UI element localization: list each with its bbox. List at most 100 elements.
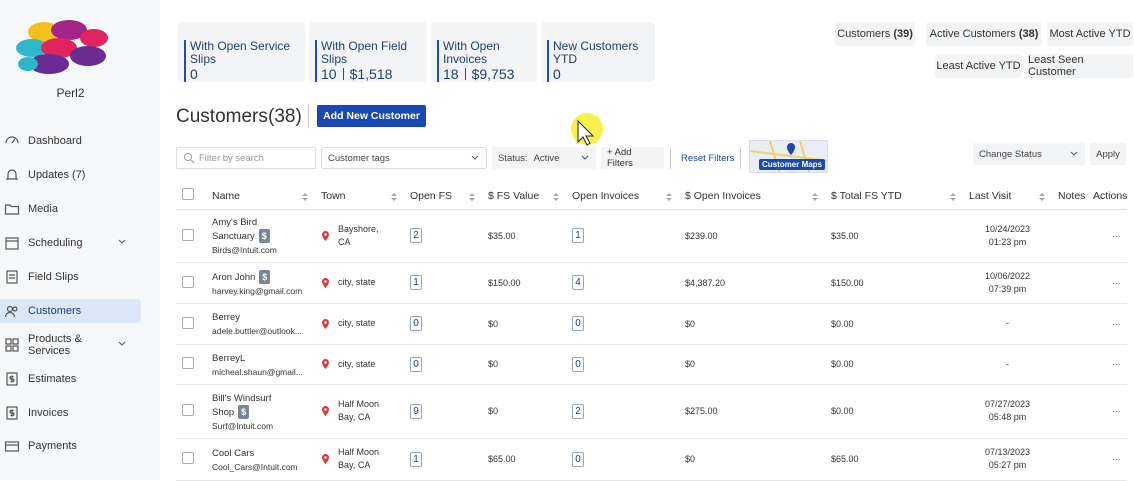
customer-name[interactable]: BerreyL — [212, 352, 246, 364]
customer-map[interactable]: Customer Maps — [749, 140, 828, 173]
town: Half Moon Bay, CA — [338, 399, 380, 422]
fs-value: $65.00 — [482, 438, 566, 481]
last-visit: 07/27/2023 — [984, 399, 1031, 409]
sort-icon — [391, 192, 397, 201]
tab-label: Active Customers — [929, 28, 1016, 40]
actions[interactable]: ··· — [1087, 344, 1127, 385]
open-fs[interactable]: 1 — [410, 275, 422, 290]
tab[interactable]: Customers (39) — [835, 22, 915, 46]
checkbox[interactable] — [182, 357, 194, 369]
placeholder: Filter by search — [199, 152, 264, 164]
reset-filters[interactable]: Reset Filters — [681, 153, 735, 164]
pin-icon — [322, 454, 329, 464]
nav-item[interactable]: Customers — [0, 299, 141, 323]
actions[interactable]: ··· — [1087, 209, 1127, 263]
checkbox[interactable] — [182, 316, 194, 329]
last-visit: - — [1006, 358, 1009, 369]
customer-name[interactable]: Bill's Windsurf Shop — [212, 392, 272, 418]
open-invoices[interactable]: 1 — [572, 228, 584, 243]
last-visit-cell: 07/27/2023 05:48 pm — [963, 384, 1052, 439]
open-invoices[interactable]: 4 — [572, 275, 584, 290]
stat-card: New Customers YTD 0 — [541, 22, 655, 82]
column-header[interactable]: Last Visit — [963, 183, 1052, 210]
stat-card: With Open Service Slips 0 — [178, 22, 305, 82]
tab[interactable]: Most Active YTD — [1047, 22, 1133, 46]
icon — [4, 441, 20, 452]
nav-item[interactable]: Media — [0, 197, 141, 221]
actions[interactable]: ··· — [1087, 303, 1127, 345]
open-invoices[interactable]: 0 — [572, 316, 584, 331]
stat-card: With Open Invoices 18 $9,753 — [431, 22, 537, 82]
nav-item[interactable]: Updates (7) — [0, 163, 141, 187]
map-label: Customer Maps — [759, 159, 826, 170]
customer-name[interactable]: Berrey — [212, 312, 240, 323]
customer-email: micheal.shaun@gmail... — [212, 366, 303, 377]
nav-item[interactable]: Payments — [0, 434, 141, 458]
open-invoice-value: $0 — [679, 344, 825, 385]
open-invoices-cell: 4 — [566, 262, 679, 304]
open-invoices[interactable]: 0 — [572, 356, 584, 372]
customer-name[interactable]: Amy's Bird Sanctuary — [212, 217, 258, 242]
open-fs-cell: 1 — [404, 438, 482, 481]
column-header[interactable]: $ FS Value — [482, 183, 566, 210]
open-fs[interactable]: 1 — [410, 451, 422, 467]
column-header[interactable]: $ Total FS YTD — [825, 183, 963, 210]
tab[interactable]: Least Seen Customer — [1028, 54, 1133, 78]
notes — [1052, 262, 1087, 304]
nav-item[interactable]: Products & Services — [0, 333, 141, 357]
checkbox[interactable] — [182, 452, 194, 464]
open-fs[interactable]: 2 — [410, 228, 422, 243]
nav-label: Estimates — [28, 373, 77, 385]
open-invoices[interactable]: 0 — [572, 451, 584, 467]
checkbox[interactable] — [182, 275, 194, 288]
open-fs[interactable]: 0 — [410, 356, 422, 372]
change-status-select[interactable]: Change Status — [973, 143, 1085, 165]
icon — [4, 305, 18, 318]
open-fs[interactable]: 9 — [410, 403, 422, 419]
row-select — [176, 209, 206, 263]
tags-select[interactable]: Customer tags — [321, 147, 487, 169]
add-customer-button[interactable]: Add New Customer — [317, 105, 426, 127]
open-invoice-value: $4,387.20 — [679, 262, 825, 304]
stat-values: 18 $9,753 — [437, 66, 531, 82]
column-header[interactable]: Actions — [1087, 183, 1127, 210]
nav-item[interactable]: Estimates — [0, 367, 141, 391]
stat-values: 0 — [547, 66, 649, 82]
column-header[interactable]: $ Open Invoices — [679, 183, 825, 210]
tab[interactable]: Least Active YTD — [935, 54, 1022, 78]
status-select[interactable]: Status: Active — [492, 147, 596, 169]
checkbox[interactable] — [182, 188, 194, 201]
checkbox[interactable] — [182, 404, 194, 416]
column-header[interactable]: Town — [315, 183, 404, 210]
column-header[interactable]: Open FS — [404, 183, 482, 210]
chevron — [581, 155, 589, 160]
nav-item[interactable]: Dashboard — [0, 129, 141, 153]
actions[interactable]: ··· — [1087, 384, 1127, 439]
search-input[interactable]: Filter by search — [176, 147, 316, 169]
column-header[interactable]: Notes — [1052, 183, 1087, 210]
actions[interactable]: ··· — [1087, 438, 1127, 481]
nav-item[interactable]: Invoices — [0, 401, 141, 425]
apply-button[interactable]: Apply — [1090, 143, 1126, 165]
town-wrap: Bayshore, CA — [321, 223, 398, 249]
customer-name[interactable]: Cool Cars — [212, 447, 255, 459]
customer-name[interactable]: Aron John — [212, 271, 256, 283]
total-fs-ytd: $0.00 — [825, 303, 963, 345]
nav-item[interactable]: Scheduling — [0, 231, 141, 255]
open-invoices[interactable]: 2 — [572, 403, 584, 419]
town-cell: city, state — [315, 303, 404, 345]
customer-email: adele.buttler@outlook... — [212, 326, 302, 336]
column-header[interactable]: Name — [206, 183, 315, 210]
actions[interactable]: ··· — [1087, 262, 1127, 304]
icon — [4, 204, 20, 215]
checkbox[interactable] — [182, 228, 194, 241]
total-fs-ytd: $150.00 — [825, 262, 963, 304]
add-filters[interactable]: + Add Filters — [601, 147, 664, 169]
town: Half Moon Bay, CA — [338, 447, 380, 470]
column-header[interactable]: Open Invoices — [566, 183, 679, 210]
open-fs[interactable]: 0 — [410, 316, 422, 331]
sort-icon — [302, 192, 308, 201]
icon — [6, 270, 18, 284]
tab[interactable]: Active Customers (38) — [926, 22, 1042, 46]
nav-item[interactable]: Field Slips — [0, 265, 141, 289]
